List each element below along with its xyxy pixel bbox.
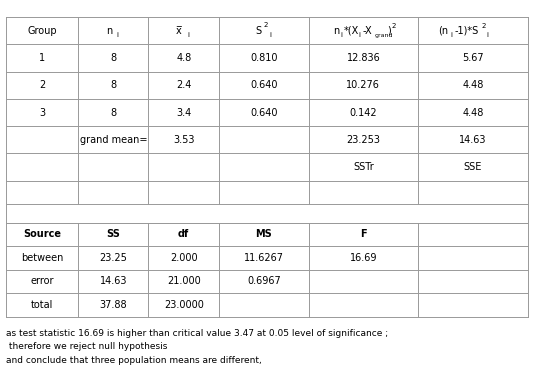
Text: -X: -X: [362, 26, 372, 35]
Text: SSE: SSE: [464, 162, 482, 172]
Text: 1: 1: [40, 53, 45, 63]
Text: i: i: [117, 32, 119, 38]
Text: -1)*S: -1)*S: [454, 26, 478, 35]
Text: SSTr: SSTr: [353, 162, 374, 172]
Text: grand mean=: grand mean=: [80, 135, 147, 145]
Text: 0.810: 0.810: [250, 53, 278, 63]
Text: 0.640: 0.640: [250, 107, 278, 118]
Text: Source: Source: [23, 230, 61, 239]
Text: 23.0000: 23.0000: [164, 300, 203, 310]
Text: and conclude that three population means are different,: and conclude that three population means…: [6, 356, 262, 365]
Text: df: df: [178, 230, 190, 239]
Text: 14.63: 14.63: [100, 276, 127, 287]
Text: 8: 8: [111, 107, 116, 118]
Text: 2.000: 2.000: [170, 253, 198, 263]
Text: n: n: [333, 26, 339, 35]
Text: (n: (n: [438, 26, 448, 35]
Text: 10.276: 10.276: [347, 80, 380, 90]
Text: 4.8: 4.8: [176, 53, 191, 63]
Text: 14.63: 14.63: [459, 135, 486, 145]
Text: 21.000: 21.000: [167, 276, 201, 287]
Text: between: between: [21, 253, 64, 263]
Text: 3.4: 3.4: [176, 107, 191, 118]
Text: x̅: x̅: [176, 26, 181, 35]
Text: *(X: *(X: [344, 26, 359, 35]
Text: 11.6267: 11.6267: [244, 253, 284, 263]
Text: 2: 2: [391, 23, 396, 29]
Text: 3.53: 3.53: [173, 135, 194, 145]
Text: 0.6967: 0.6967: [247, 276, 281, 287]
Text: 2: 2: [482, 23, 486, 29]
Text: 23.25: 23.25: [99, 253, 128, 263]
Text: 2: 2: [263, 22, 268, 28]
Text: 2: 2: [40, 80, 45, 90]
Text: i: i: [187, 32, 189, 38]
Text: n: n: [106, 26, 112, 35]
Text: 37.88: 37.88: [100, 300, 127, 310]
Text: 23.253: 23.253: [347, 135, 380, 145]
Text: SS: SS: [107, 230, 120, 239]
Text: total: total: [32, 300, 53, 310]
Text: 5.67: 5.67: [462, 53, 484, 63]
Text: i: i: [486, 32, 488, 38]
Text: ): ): [387, 26, 391, 35]
Text: 4.48: 4.48: [462, 80, 484, 90]
Text: MS: MS: [255, 230, 272, 239]
Text: S: S: [255, 26, 262, 35]
Text: grand: grand: [374, 32, 393, 38]
Text: 3: 3: [40, 107, 45, 118]
Text: Group: Group: [28, 26, 57, 35]
Text: i: i: [450, 32, 452, 38]
Text: as test statistic 16.69 is higher than critical value 3.47 at 0.05 level of sign: as test statistic 16.69 is higher than c…: [6, 329, 389, 338]
Text: 0.142: 0.142: [350, 107, 377, 118]
Text: i: i: [270, 32, 272, 38]
Text: 8: 8: [111, 80, 116, 90]
Text: 12.836: 12.836: [347, 53, 380, 63]
Text: 0.640: 0.640: [250, 80, 278, 90]
Text: 16.69: 16.69: [350, 253, 377, 263]
Text: F: F: [360, 230, 367, 239]
Text: error: error: [30, 276, 54, 287]
Text: i: i: [359, 32, 360, 38]
Text: 8: 8: [111, 53, 116, 63]
Text: therefore we reject null hypothesis: therefore we reject null hypothesis: [6, 342, 168, 351]
Text: i: i: [340, 32, 342, 38]
Text: 2.4: 2.4: [176, 80, 191, 90]
Text: 4.48: 4.48: [462, 107, 484, 118]
